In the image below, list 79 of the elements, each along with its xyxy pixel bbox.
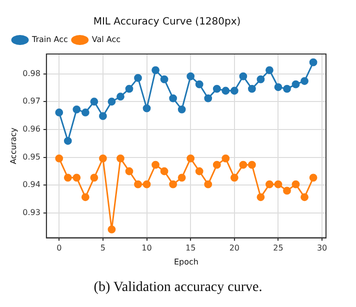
point xyxy=(230,174,238,182)
point xyxy=(125,84,134,93)
y-tick-label: 0.93 xyxy=(22,208,40,218)
point xyxy=(134,180,142,188)
point xyxy=(142,104,151,112)
point xyxy=(90,98,98,106)
point xyxy=(160,167,168,176)
point xyxy=(266,66,274,74)
point xyxy=(64,174,72,182)
point xyxy=(195,80,204,88)
point xyxy=(239,160,248,169)
point xyxy=(283,84,291,93)
point xyxy=(178,174,186,182)
x-tick-label: 5 xyxy=(100,244,106,253)
point xyxy=(212,160,221,169)
point xyxy=(178,105,186,114)
point xyxy=(309,174,318,182)
y-axis-title: Accuracy xyxy=(8,127,18,164)
y-tick-label: 0.94 xyxy=(22,180,40,190)
point xyxy=(256,75,265,84)
point xyxy=(300,193,308,202)
point xyxy=(142,180,151,188)
point xyxy=(125,167,134,176)
point xyxy=(204,180,212,188)
point xyxy=(248,160,256,169)
point xyxy=(160,75,168,84)
point xyxy=(64,136,72,145)
point xyxy=(186,154,195,162)
point xyxy=(152,160,160,169)
point xyxy=(222,154,230,162)
y-tick-label: 0.95 xyxy=(22,152,40,162)
point xyxy=(72,105,81,114)
point xyxy=(72,174,81,182)
point xyxy=(108,98,116,106)
point xyxy=(248,84,256,93)
point xyxy=(169,180,178,188)
point xyxy=(169,94,178,102)
point xyxy=(186,72,195,80)
x-tick-label: 25 xyxy=(273,244,284,253)
point xyxy=(283,186,291,195)
point xyxy=(230,86,238,95)
point xyxy=(309,58,318,66)
text: (b) Validation accuracy curve. xyxy=(92,280,264,296)
point xyxy=(266,180,274,188)
point xyxy=(204,94,212,102)
point xyxy=(90,174,98,182)
point xyxy=(195,167,204,176)
point xyxy=(116,92,124,101)
point xyxy=(300,77,308,85)
point xyxy=(274,180,282,188)
point xyxy=(239,72,248,80)
point xyxy=(98,154,107,162)
point xyxy=(134,74,142,82)
point xyxy=(152,66,160,74)
y-tick-label: 0.97 xyxy=(22,96,40,106)
point xyxy=(55,154,64,162)
point xyxy=(292,80,300,88)
point xyxy=(98,112,107,120)
x-tick-label: 15 xyxy=(185,244,196,253)
point xyxy=(256,193,265,202)
y-tick-label: 0.96 xyxy=(22,124,40,134)
chart-title: MIL Accuracy Curve (1280px) xyxy=(93,16,241,28)
point xyxy=(55,108,64,116)
point xyxy=(274,83,282,92)
point xyxy=(81,193,90,202)
y-tick-label: 0.98 xyxy=(22,68,40,78)
point xyxy=(292,180,300,188)
x-tick-label: 0 xyxy=(56,244,62,253)
point xyxy=(81,108,90,116)
x-axis-title: Epoch xyxy=(174,257,198,266)
legend-label: Val Acc xyxy=(92,35,121,44)
legend-label: Train Acc xyxy=(31,35,68,44)
point xyxy=(222,86,230,95)
x-tick-label: 10 xyxy=(142,244,152,253)
x-tick-label: 20 xyxy=(229,244,240,253)
point xyxy=(108,225,116,234)
point xyxy=(212,84,221,93)
x-tick-label: 30 xyxy=(316,244,328,253)
point xyxy=(116,154,124,162)
